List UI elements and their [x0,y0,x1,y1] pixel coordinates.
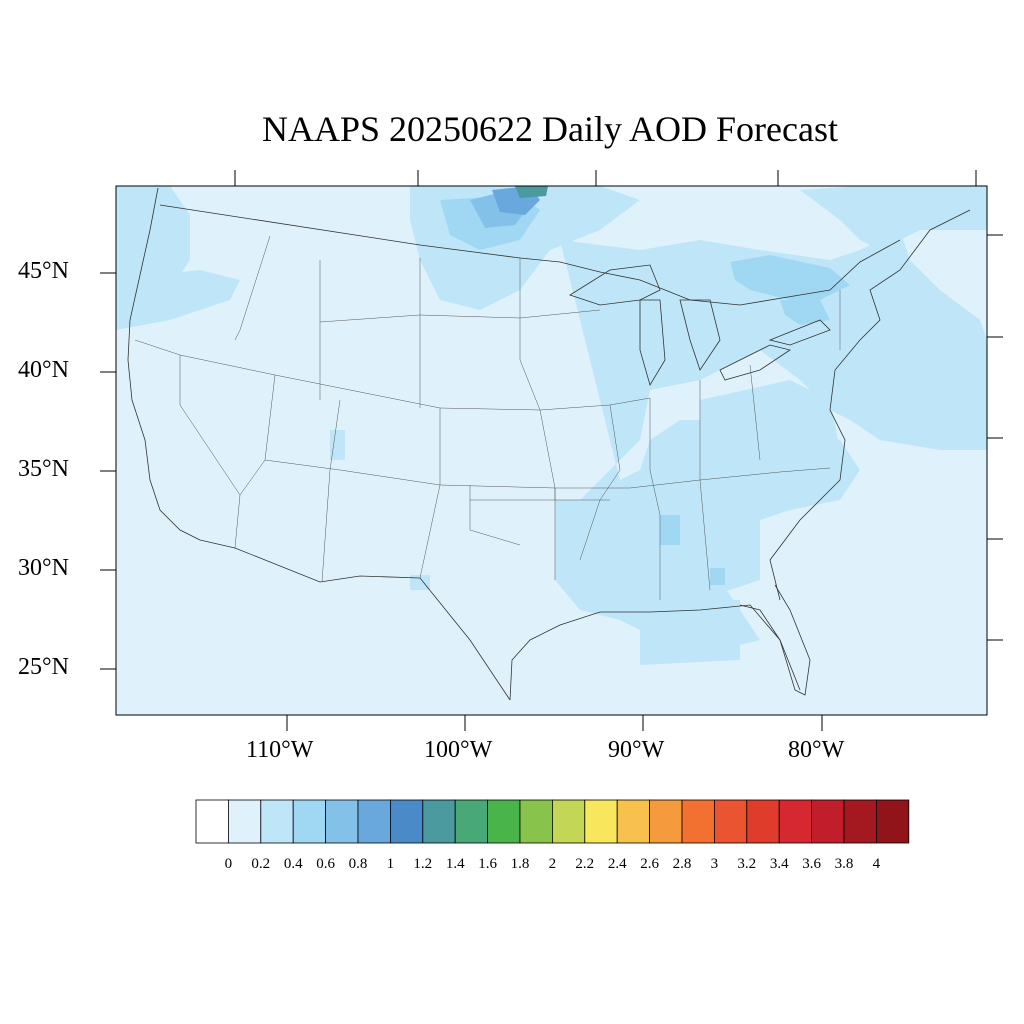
colorbar-swatch [519,799,553,844]
lon-label-100w: 100°W [424,737,493,763]
lat-label-35: 35°N [18,456,69,482]
colorbar-swatch [227,799,262,844]
lat-label-25: 25°N [18,654,69,680]
bottom-ticks [286,715,823,731]
colorbar-swatch [584,799,618,844]
colorbar-label: 2.4 [607,856,627,872]
colorbar-label: 3.4 [769,856,789,872]
colorbar [195,799,910,844]
colorbar-label: 1.4 [445,856,465,872]
colorbar-swatch [487,799,521,844]
colorbar-label: 2.2 [575,856,595,872]
colorbar-swatch [649,799,683,844]
lon-label-80w: 80°W [788,737,845,763]
colorbar-swatch [422,799,456,844]
lat-label-45: 45°N [18,258,69,284]
map-title: NAAPS 20250622 Daily AOD Forecast [262,109,838,149]
colorbar-label: 1.8 [510,856,530,872]
colorbar-swatch [552,799,586,844]
colorbar-label: 0.4 [283,856,303,872]
lat-label-40: 40°N [18,357,69,383]
colorbar-swatch [778,799,813,844]
map-frame [115,185,988,716]
colorbar-label: 1.6 [478,856,497,872]
colorbar-swatch [876,799,910,844]
colorbar-swatch [811,799,845,844]
colorbar-label: 3 [710,856,719,872]
colorbar-swatch [195,799,229,844]
colorbar-swatch [260,799,294,844]
left-ticks [100,272,116,670]
colorbar-label: 0 [224,856,233,872]
colorbar-label: 0.8 [348,856,368,872]
colorbar-swatch [454,799,489,844]
colorbar-label: 0.6 [316,856,335,872]
colorbar-label: 2.8 [672,856,692,872]
top-ticks [234,170,977,186]
colorbar-label: 3.6 [802,856,821,872]
colorbar-label: 1 [386,856,395,872]
colorbar-swatch [714,799,748,844]
lon-label-110w: 110°W [246,737,314,763]
colorbar-swatch [843,799,877,844]
colorbar-label: 1.2 [413,856,433,872]
colorbar-swatch [325,799,359,844]
colorbar-label: 2 [548,856,557,872]
colorbar-swatch [681,799,715,844]
colorbar-swatch [389,799,424,844]
colorbar-swatch [616,799,651,844]
state-lines [134,235,841,600]
colorbar-label: 0.2 [251,856,271,872]
colorbar-label: 3.2 [737,856,757,872]
colorbar-swatch [357,799,391,844]
colorbar-label: 4 [872,856,881,872]
aod-patches-1.2 [515,186,548,198]
colorbar-swatch [746,799,780,844]
colorbar-label: 3.8 [834,856,854,872]
right-ticks [987,234,1003,641]
lat-label-30: 30°N [18,555,69,581]
colorbar-swatch [292,799,327,844]
colorbar-label: 2.6 [640,856,659,872]
lon-label-90w: 90°W [608,737,665,763]
